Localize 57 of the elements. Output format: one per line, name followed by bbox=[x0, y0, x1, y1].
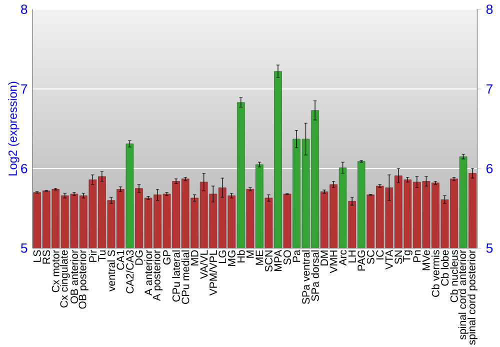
x-tick-label: Pir bbox=[88, 250, 97, 262]
x-tick-label: VTA bbox=[386, 250, 393, 270]
x-tick-label: SCN bbox=[264, 250, 272, 272]
x-tick-label: VPM/VPL bbox=[209, 250, 218, 296]
x-tick-label: SN bbox=[394, 250, 402, 264]
x-tick-label: Tg bbox=[402, 250, 412, 262]
y-tick-label: 6 bbox=[21, 164, 28, 174]
x-tick-label: OB anterior bbox=[70, 250, 78, 304]
x-tick-label: SO bbox=[283, 250, 291, 264]
x-tick-label: A posterior bbox=[152, 250, 162, 301]
x-tick-label: CA1 bbox=[116, 250, 124, 270]
x-tick-label: VA/VL bbox=[200, 250, 208, 279]
x-tick-label: LS bbox=[33, 250, 41, 262]
x-tick-label: SC bbox=[366, 250, 374, 264]
x-tick-label: SPa dorsal bbox=[311, 250, 319, 301]
x-tick-label: A anterior bbox=[144, 250, 152, 296]
y-tick-label: 7 bbox=[21, 84, 28, 94]
y2-tick-label: 8 bbox=[486, 4, 493, 14]
x-tick-label: Cx motor bbox=[52, 250, 60, 292]
x-tick-label: CA2/CA3 bbox=[126, 250, 134, 294]
y-tick-label: 5 bbox=[20, 243, 28, 253]
x-tick-label: IC bbox=[376, 250, 384, 260]
x-tick-label: LG bbox=[218, 250, 226, 263]
x-tick-label: Arc bbox=[339, 250, 347, 266]
x-tick-label: GP bbox=[163, 250, 171, 264]
x-tick-label: DM bbox=[320, 250, 328, 266]
x-tick-label: CPu medial bbox=[181, 250, 190, 304]
y-tick-label: 8 bbox=[21, 4, 28, 14]
y2-tick-label: 5 bbox=[486, 243, 493, 253]
x-tick-label: OB posterior bbox=[78, 250, 88, 308]
x-tick-label: DG bbox=[135, 250, 143, 265]
x-tick-label: spinal cord posterior bbox=[468, 250, 478, 345]
x-tick-label: VMH bbox=[330, 250, 338, 274]
x-tick-label: Cb vermis bbox=[432, 250, 440, 297]
x-tick-label: Cx cingulate bbox=[60, 250, 70, 308]
x-tick-label: Cb lobe bbox=[440, 250, 449, 286]
x-tick-label: LH bbox=[348, 250, 356, 262]
y2-tick-label: 7 bbox=[486, 84, 493, 94]
x-tick-label: ventral S bbox=[107, 250, 116, 292]
y-axis-title: Log2 (expression) bbox=[8, 82, 20, 176]
x-tick-label: spinal cord anterior bbox=[458, 250, 468, 340]
x-tick-label: Pa bbox=[292, 250, 300, 262]
x-tick-label: PAG bbox=[358, 250, 366, 270]
y2-tick-label: 6 bbox=[486, 164, 493, 174]
x-tick-label: MPA bbox=[274, 250, 282, 271]
x-tick-label: Tu bbox=[98, 250, 106, 262]
x-tick-label: Pn bbox=[413, 250, 421, 262]
x-tick-label: MD bbox=[190, 250, 198, 266]
x-tick-label: Cb nucleus bbox=[450, 250, 458, 302]
x-tick-label: ME bbox=[256, 250, 264, 265]
x-tick-label: MVe bbox=[422, 250, 430, 270]
x-tick-label: MG bbox=[228, 250, 236, 266]
x-tick-label: M bbox=[246, 250, 254, 258]
x-tick-label: Hb bbox=[237, 250, 245, 262]
x-tick-label: SPa ventral bbox=[302, 250, 310, 304]
x-tick-label: RS bbox=[42, 250, 50, 264]
x-tick-label: CPu lateral bbox=[172, 250, 180, 302]
